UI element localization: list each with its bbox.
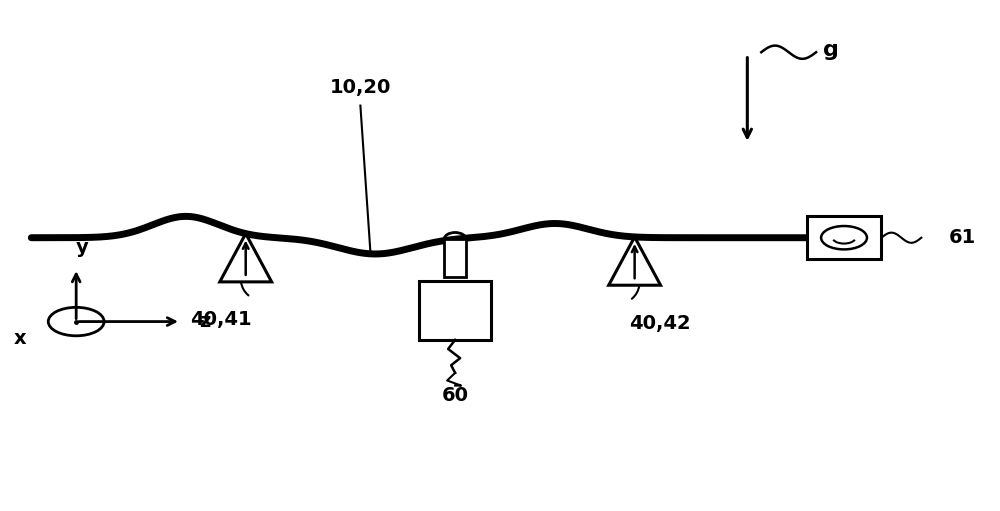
Text: 40,42: 40,42 [629, 314, 690, 333]
Text: y: y [76, 238, 89, 257]
Text: 61: 61 [949, 228, 976, 247]
Bar [444, 239, 466, 277]
Bar [807, 216, 881, 259]
Text: z: z [199, 312, 210, 331]
Text: g: g [823, 40, 839, 60]
Bar [419, 282, 491, 340]
Text: 10,20: 10,20 [330, 78, 391, 97]
Text: 60: 60 [442, 386, 469, 405]
Text: x: x [14, 329, 27, 348]
Text: 40,41: 40,41 [190, 311, 252, 330]
